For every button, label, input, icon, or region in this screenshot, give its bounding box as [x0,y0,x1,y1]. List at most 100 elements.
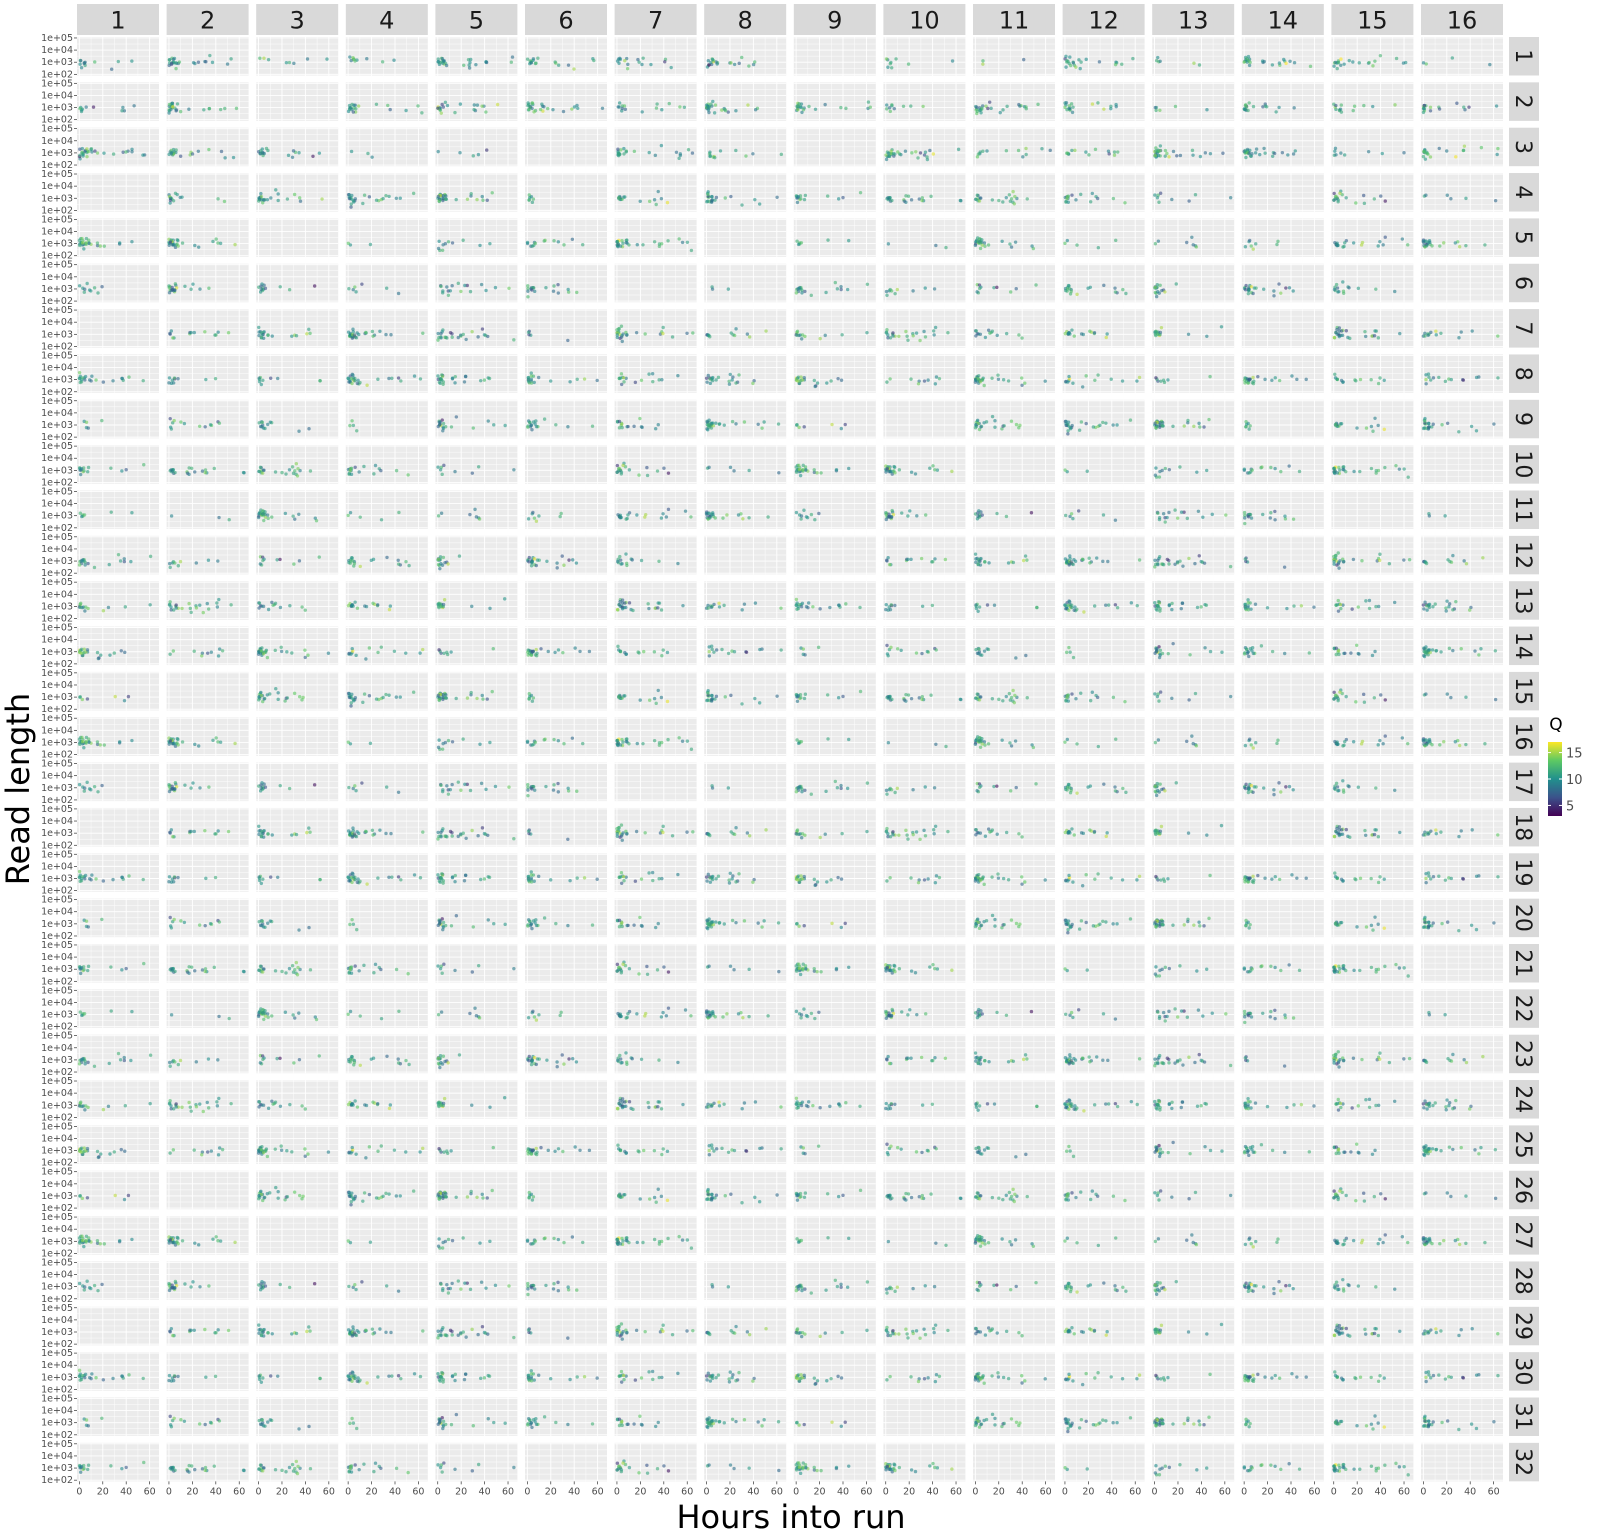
data-point [439,285,442,288]
data-point [1096,373,1099,376]
data-point [292,149,295,152]
data-point [444,425,447,428]
data-point [1094,148,1097,151]
data-point [174,67,177,70]
data-point [885,158,888,161]
data-point [350,382,353,385]
data-point [1395,57,1398,60]
data-point [803,425,806,428]
data-point [223,156,226,159]
panel-r6-c13 [1152,264,1234,303]
data-point [800,111,803,114]
data-point [216,197,219,200]
data-point [1202,425,1205,428]
data-point [830,423,833,426]
data-point [1010,420,1013,423]
data-point [654,427,657,430]
data-point [615,471,618,474]
data-point [1358,61,1361,64]
data-point [718,422,721,425]
data-point [459,290,462,293]
panel-r6-c9 [794,264,876,303]
data-point [921,105,924,108]
panel-r5-c10 [883,218,965,257]
data-point [1341,280,1344,283]
data-point [1427,375,1430,378]
data-point [1342,62,1345,65]
data-point [1020,336,1023,339]
data-point [266,333,269,336]
data-point [926,378,929,381]
data-point [280,471,283,474]
data-point [440,373,443,376]
data-point [313,284,316,287]
data-point [370,155,373,158]
data-point [729,61,732,64]
data-point [981,62,984,65]
data-point [1159,379,1162,382]
data-point [297,151,300,154]
data-point [573,105,576,108]
data-point [1172,150,1175,153]
data-point [1069,427,1072,430]
row-strip-label: 1 [1510,49,1535,63]
data-point [1429,155,1432,158]
data-point [1284,62,1287,65]
data-point [186,472,189,475]
column-strip-label: 5 [469,7,484,35]
data-point [1018,104,1021,107]
data-point [442,422,445,425]
data-point [483,378,486,381]
data-point [1248,378,1251,381]
data-point [356,379,359,382]
data-point [85,241,88,244]
data-point [413,374,416,377]
data-point [229,57,232,60]
data-point [1251,376,1254,379]
data-point [889,62,892,65]
panel-r8-c7 [615,354,697,393]
row-strip-label: 29 [1510,1312,1535,1340]
data-point [235,107,238,110]
data-point [1155,59,1158,62]
panel-r7-c11 [973,309,1055,348]
data-point [1064,289,1067,292]
data-point [90,147,93,150]
data-point [232,156,235,159]
data-point [1067,375,1070,378]
data-point [203,425,206,428]
data-point [269,420,272,423]
data-point [1093,379,1096,382]
data-point [416,104,419,107]
panel-r3-c7 [615,128,697,167]
data-point [1197,422,1200,425]
data-point [641,243,644,246]
data-point [441,383,444,386]
data-point [624,108,627,111]
data-point [1066,239,1069,242]
data-point [637,473,640,476]
data-point [660,108,663,111]
data-point [191,152,194,155]
data-point [526,295,529,298]
data-point [552,239,555,242]
data-point [412,192,415,195]
data-point [709,102,712,105]
panel-r9-c15 [1331,400,1413,439]
data-point [1199,155,1202,158]
row-strip-label: 31 [1510,1403,1535,1431]
data-point [173,471,176,474]
data-point [469,58,472,61]
data-point [1402,151,1405,154]
data-point [1186,419,1189,422]
data-point [976,332,979,335]
data-point [288,61,291,64]
data-point [552,290,555,293]
data-point [1423,419,1426,422]
data-point [836,377,839,380]
panel-r6-c1 [77,264,159,303]
data-point [687,148,690,151]
data-point [1252,247,1255,250]
data-point [436,332,439,335]
data-point [1005,105,1008,108]
